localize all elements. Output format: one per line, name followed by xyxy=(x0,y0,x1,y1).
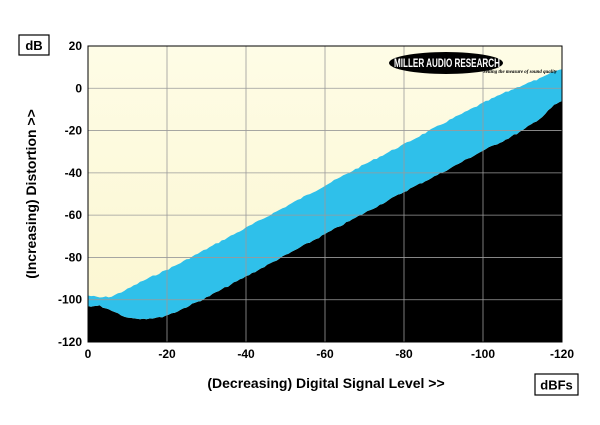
x-tick-labels: 0 -20 -40 -60 -80 -100 -120 xyxy=(85,347,575,361)
x-axis-title: (Decreasing) Digital Signal Level >> xyxy=(207,375,444,391)
y-tick-label: 0 xyxy=(75,81,82,95)
x-tick-label: -40 xyxy=(237,347,255,361)
y-axis-title: (Increasing) Distortion >> xyxy=(23,109,39,279)
y-unit-box xyxy=(18,34,50,56)
y-tick-label: -40 xyxy=(65,166,83,180)
x-tick-label: -120 xyxy=(550,347,574,361)
grid-lines xyxy=(88,46,562,342)
x-tick-label: -20 xyxy=(158,347,176,361)
y-tick-labels: 20 0 -20 -40 -60 -80 -100 -120 xyxy=(58,39,82,349)
lower-black-area xyxy=(88,101,562,342)
y-unit-label: dB xyxy=(25,38,42,53)
logo-tagline: Setting the measure of sound quality xyxy=(483,69,557,75)
y-tick-label: 20 xyxy=(69,39,83,53)
x-unit-label: dBFs xyxy=(540,378,573,393)
y-tick-label: -120 xyxy=(58,335,82,349)
x-tick-label: -80 xyxy=(395,347,413,361)
x-tick-label: -100 xyxy=(471,347,495,361)
x-tick-label: -60 xyxy=(316,347,334,361)
miller-audio-research-logo: MILLER AUDIO RESEARCH Setting the measur… xyxy=(389,52,557,75)
y-tick-label: -80 xyxy=(65,250,83,264)
y-tick-label: -100 xyxy=(58,293,82,307)
y-tick-label: -20 xyxy=(65,124,83,138)
logo-brand: MILLER AUDIO RESEARCH xyxy=(394,58,500,70)
plot-frame xyxy=(87,45,563,343)
y-tick-label: -60 xyxy=(65,208,83,222)
x-tick-label: 0 xyxy=(85,347,92,361)
x-unit-box xyxy=(534,373,579,396)
